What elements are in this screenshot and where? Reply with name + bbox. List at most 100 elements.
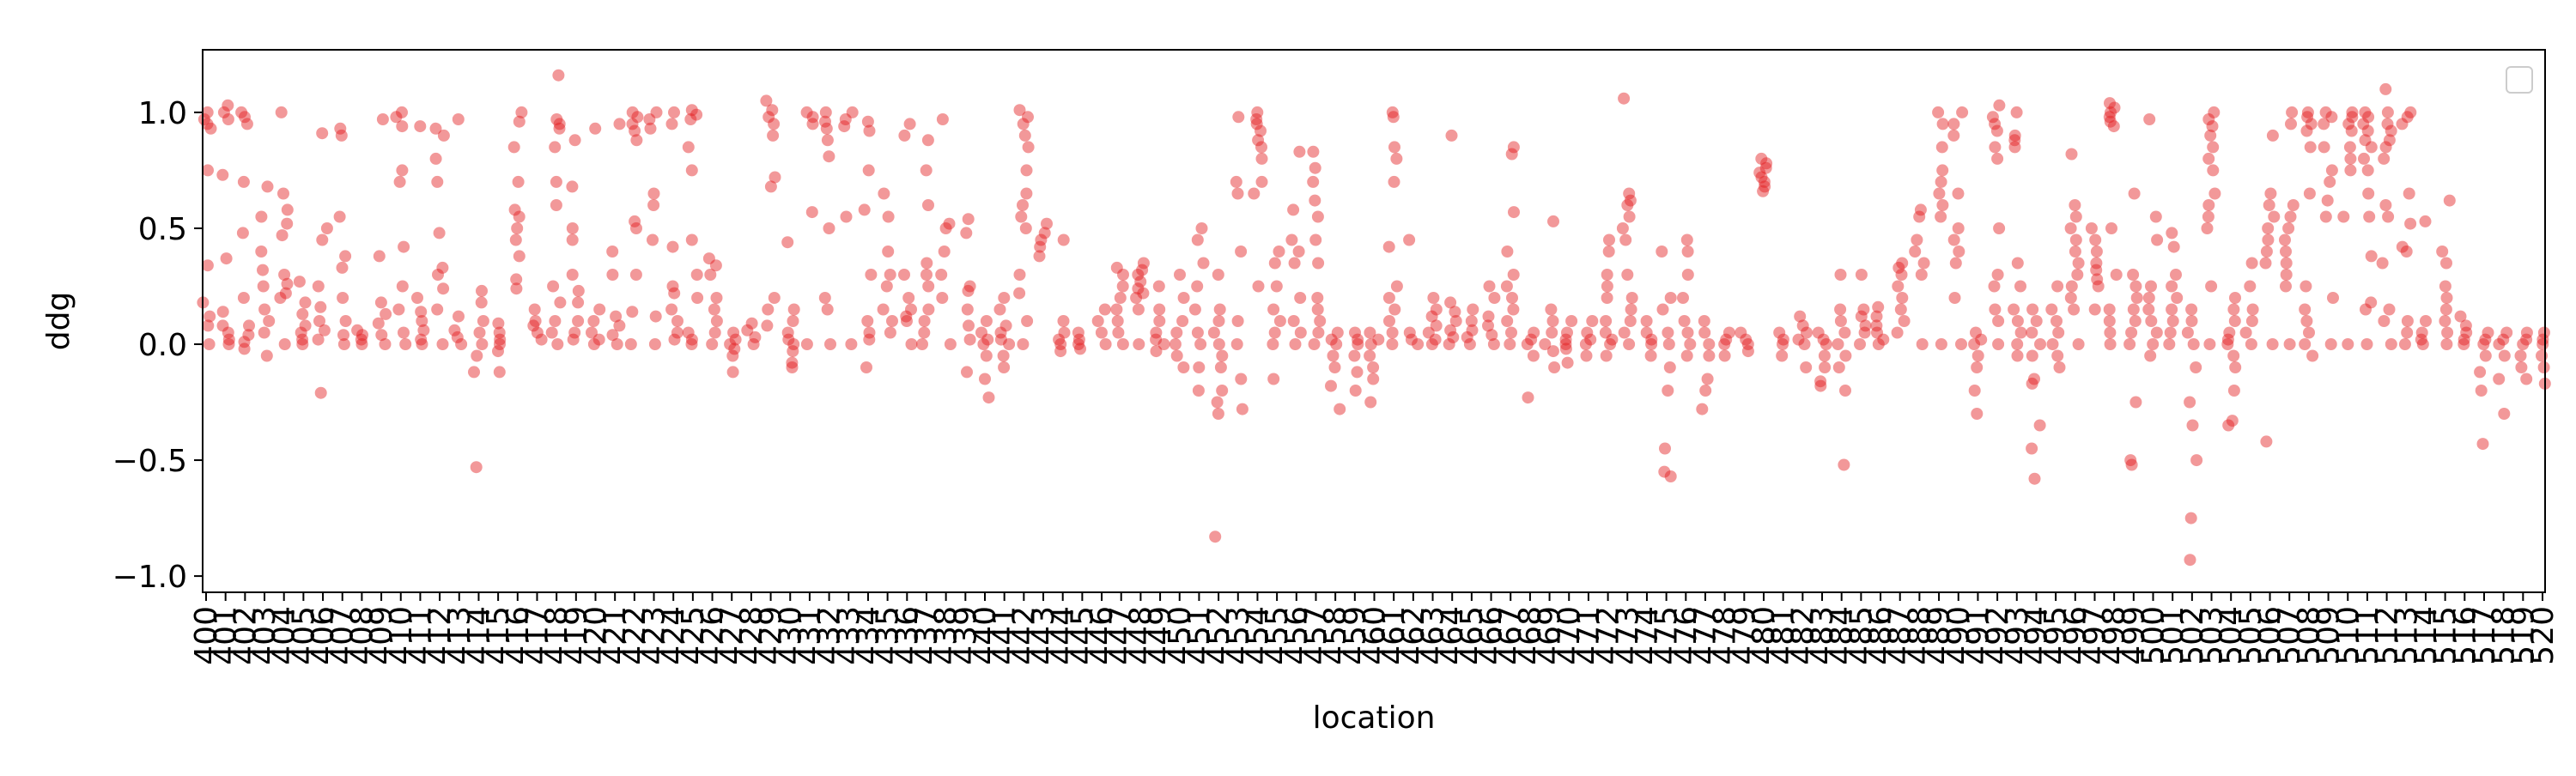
data-point xyxy=(1150,345,1163,358)
data-point xyxy=(787,345,799,358)
data-point xyxy=(1656,246,1668,258)
data-point xyxy=(1214,361,1227,373)
data-point xyxy=(1525,333,1538,346)
data-point xyxy=(1020,164,1033,177)
data-point xyxy=(1033,250,1046,263)
data-point xyxy=(293,276,306,288)
data-point xyxy=(1444,296,1457,309)
data-point xyxy=(1372,333,1385,346)
data-point xyxy=(509,233,522,246)
data-point xyxy=(2186,419,2199,432)
data-point xyxy=(916,338,928,350)
data-point xyxy=(1915,269,1928,281)
data-point xyxy=(312,280,325,293)
data-point xyxy=(920,257,933,270)
data-point xyxy=(994,333,1007,346)
data-point xyxy=(1367,373,1380,385)
data-point xyxy=(2184,396,2196,409)
data-point xyxy=(1991,269,2004,281)
data-point xyxy=(429,122,442,135)
data-point xyxy=(2143,113,2156,125)
x-tick-label: 470 xyxy=(1552,606,1587,665)
data-point xyxy=(2460,326,2473,339)
data-point xyxy=(549,315,562,327)
data-point xyxy=(1970,326,1982,339)
data-point xyxy=(1177,292,1190,304)
data-point xyxy=(2436,246,2449,258)
data-point xyxy=(981,333,994,346)
data-point xyxy=(1352,333,1364,346)
data-point xyxy=(727,326,740,339)
data-point xyxy=(1521,338,1534,350)
data-point xyxy=(2170,269,2182,281)
data-point xyxy=(451,330,464,343)
data-point xyxy=(2011,257,2024,270)
data-point xyxy=(1351,366,1364,379)
data-point xyxy=(685,338,698,350)
data-point xyxy=(861,115,874,128)
data-point xyxy=(2383,134,2396,147)
data-point xyxy=(1993,99,2006,112)
x-tick-label: 426 xyxy=(696,606,731,665)
x-tick-label: 402 xyxy=(228,606,263,665)
data-point xyxy=(1386,106,1399,118)
data-point xyxy=(1466,324,1479,336)
data-point xyxy=(2064,222,2077,234)
data-point xyxy=(436,261,449,274)
data-point xyxy=(898,129,911,142)
data-point xyxy=(963,319,975,332)
data-point xyxy=(838,120,851,133)
data-point xyxy=(685,104,698,117)
data-point xyxy=(1425,338,1438,350)
data-point xyxy=(1349,385,1362,397)
data-point xyxy=(260,349,273,362)
data-point xyxy=(2343,141,2356,154)
data-point xyxy=(1213,303,1226,316)
data-point xyxy=(839,113,852,125)
x-tick-label: 413 xyxy=(442,606,477,665)
x-tick-label: 485 xyxy=(1844,606,1879,665)
data-point xyxy=(1624,194,1637,207)
data-point xyxy=(399,338,412,350)
data-point xyxy=(1132,269,1145,281)
data-point xyxy=(237,292,250,304)
data-point xyxy=(920,269,933,281)
data-point xyxy=(2026,442,2038,455)
data-point xyxy=(823,150,835,163)
data-point xyxy=(1311,210,1324,223)
data-point xyxy=(1188,303,1201,316)
data-point xyxy=(2229,361,2242,373)
data-point xyxy=(1174,269,1186,281)
x-tick-label: 453 xyxy=(1221,606,1256,665)
x-tick-label: 471 xyxy=(1571,606,1607,665)
data-point xyxy=(494,333,507,346)
data-point xyxy=(1989,303,2002,316)
data-point xyxy=(1911,233,1923,246)
data-point xyxy=(2184,554,2196,567)
data-point xyxy=(1656,303,1669,316)
data-point xyxy=(2439,303,2452,316)
data-point xyxy=(1740,333,1753,346)
data-point xyxy=(2207,164,2220,177)
data-point xyxy=(1013,269,1026,281)
data-point xyxy=(1311,303,1324,316)
data-point xyxy=(416,315,428,327)
data-point xyxy=(477,315,489,327)
data-point xyxy=(2262,222,2275,234)
data-point xyxy=(376,113,389,125)
data-point xyxy=(586,326,598,339)
data-point xyxy=(2493,338,2506,350)
x-tick-label: 456 xyxy=(1279,606,1315,665)
data-point xyxy=(1565,315,1578,327)
data-point xyxy=(1624,315,1637,327)
data-point xyxy=(437,282,450,295)
data-point xyxy=(1017,118,1030,130)
data-point xyxy=(2280,246,2292,258)
data-point xyxy=(2301,106,2314,118)
data-point xyxy=(1625,292,1638,304)
data-point xyxy=(845,338,858,350)
data-point xyxy=(379,338,392,350)
points-layer xyxy=(197,69,2551,567)
data-point xyxy=(2324,338,2337,350)
data-point xyxy=(1349,326,1361,339)
